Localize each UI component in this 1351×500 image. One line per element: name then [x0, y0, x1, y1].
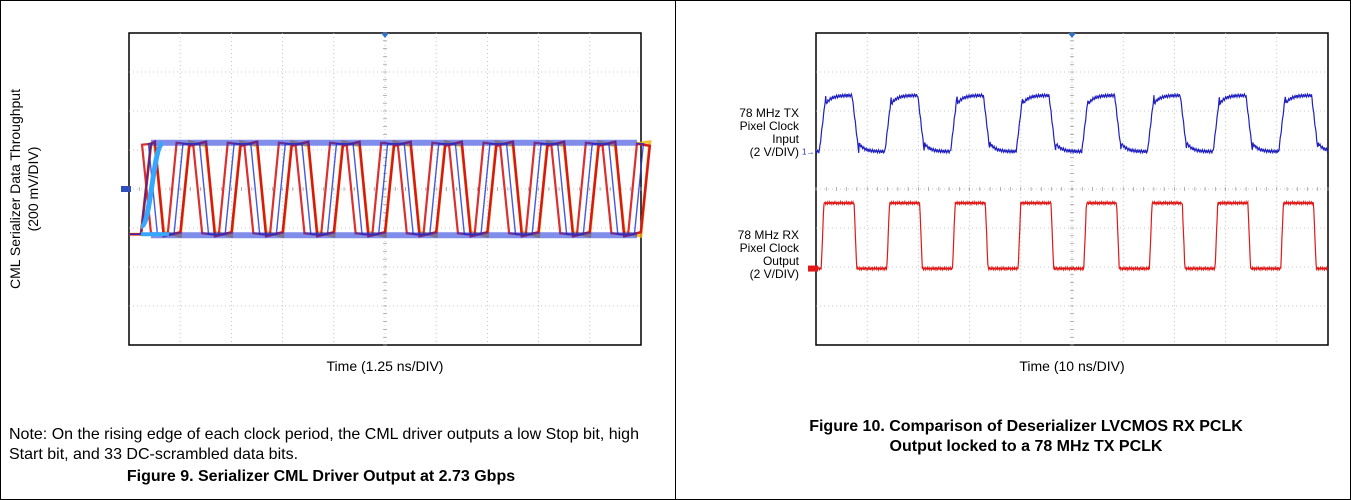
figure-9-xlabel: Time (1.25 ns/DIV) — [326, 358, 444, 374]
low-level-band — [151, 232, 637, 239]
ch2-label-line: 78 MHz RX — [737, 228, 799, 242]
figure-9-caption: Figure 9. Serializer CML Driver Output a… — [126, 468, 516, 485]
channel-marker — [121, 186, 131, 192]
trigger-marker — [381, 33, 389, 38]
ch1-label-line: Input — [772, 132, 799, 146]
ch1-label-line: 78 MHz TX — [739, 106, 799, 120]
figure-9-scope-plot — [121, 32, 652, 346]
figure-10-ch2-label: 78 MHz RX Pixel Clock Output (2 V/DIV) — [681, 229, 799, 281]
figure-9-note: Note: On the rising edge of each clock p… — [9, 426, 639, 463]
ch1-marker: 1→ — [802, 148, 814, 157]
figure-10-scope-plot: 1→ — [802, 32, 1329, 346]
tx-clock-trace — [815, 92, 1329, 155]
eye-trace-red — [129, 139, 652, 238]
rising-edge-trace — [138, 141, 166, 229]
figure-10-caption-line1: Figure 10. Comparison of Deserializer LV… — [809, 418, 1243, 435]
rx-clock-trace — [815, 199, 1329, 272]
eye-trace-red-shifted — [129, 141, 639, 237]
ch2-label-line: (2 V/DIV) — [749, 267, 799, 281]
figure-9-panel: CML Serializer Data Throughput (200 mV/D… — [0, 0, 676, 500]
figure-10-xlabel: Time (10 ns/DIV) — [1019, 358, 1125, 374]
high-level-band — [151, 139, 637, 146]
figure-10-ch1-label: 78 MHz TX Pixel Clock Input (2 V/DIV) — [681, 107, 799, 159]
figure-10-caption: Figure 10. Comparison of Deserializer LV… — [706, 417, 1346, 457]
ch2-label-line: Output — [762, 254, 799, 268]
ch1-label-line: Pixel Clock — [739, 119, 799, 133]
ch1-label-line: (2 V/DIV) — [749, 145, 799, 159]
figure-10-caption-line2: Output locked to a 78 MHz TX PCLK — [889, 438, 1163, 455]
ch2-label-line: Pixel Clock — [739, 241, 799, 255]
trigger-marker — [1068, 33, 1076, 38]
eye-trace-blue — [129, 143, 645, 235]
figure-10-panel: 78 MHz TX Pixel Clock Input (2 V/DIV) 78… — [675, 0, 1351, 500]
ch2-marker — [808, 265, 818, 272]
